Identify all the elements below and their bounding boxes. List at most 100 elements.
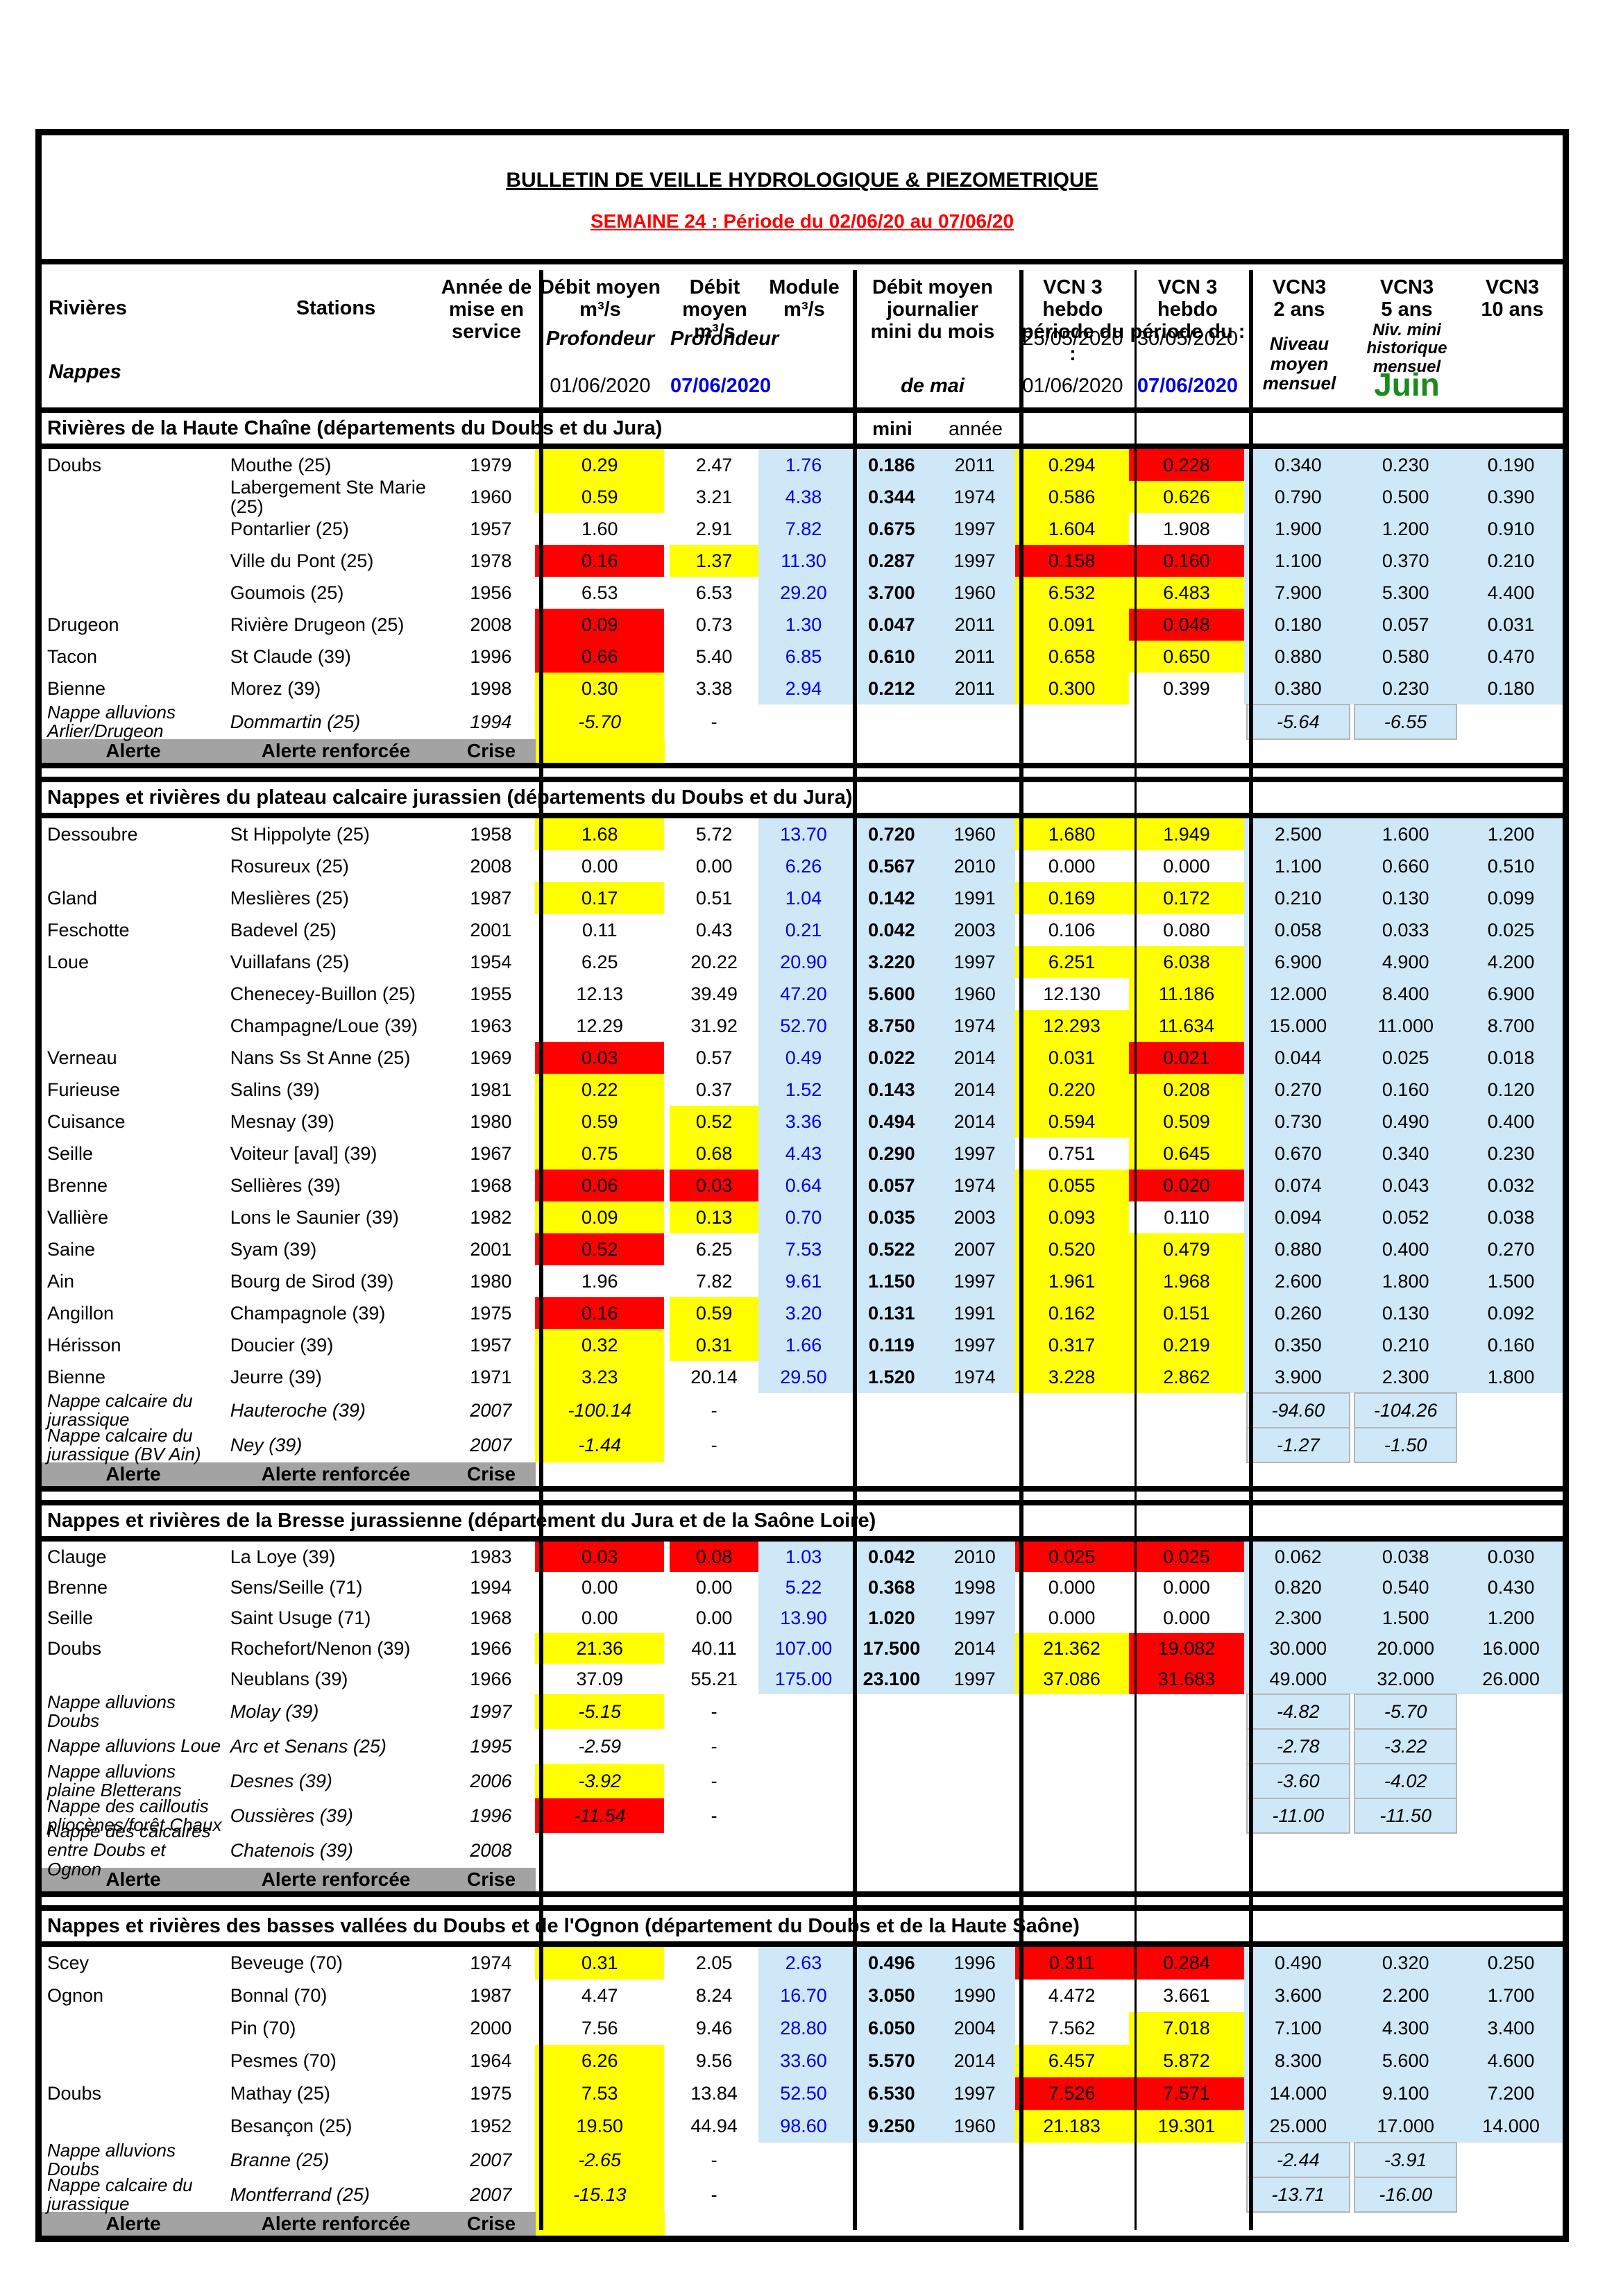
cell-profondeur-0706: - [711, 1805, 717, 1826]
cell-station: Mathay (25) [230, 2083, 330, 2104]
cell-annee-service: 1957 [470, 518, 512, 539]
cell-spacer [664, 882, 670, 914]
vertical-rule-module [853, 270, 857, 2230]
divider [42, 407, 1563, 413]
cell-station: St Claude (39) [230, 645, 351, 667]
cell-vcn3-5ans: 0.038 [1352, 1542, 1460, 1572]
cell-vcn3-10ans: 7.200 [1459, 2077, 1563, 2110]
cell-riviere: Brenne [47, 1174, 108, 1196]
cell-vcn3-5ans: 4.300 [1352, 2012, 1460, 2045]
header-vcn-hebdo-2-l1: VCN 3 hebdo [1157, 276, 1218, 321]
cell-annee-service: 1954 [470, 951, 512, 972]
cell-module: 2.94 [758, 673, 849, 704]
cell-spacer [664, 2077, 670, 2110]
legend-crise: Crise [466, 1868, 516, 1890]
cell-debit-0106: 0.11 [535, 914, 665, 946]
cell-debit-0106: 0.75 [535, 1138, 665, 1170]
niv-mini-box: -16.00 [1353, 2177, 1458, 2213]
cell-debit-0106: 0.29 [535, 449, 665, 481]
cell-vcn-0706-empty [1129, 1764, 1245, 1798]
cell-module: 6.26 [758, 850, 849, 882]
cell-vcn3-10ans: 0.400 [1459, 1106, 1563, 1138]
cell-module: 175.00 [758, 1664, 849, 1694]
cell-vcn3-10ans: 26.000 [1459, 1664, 1563, 1694]
cell-module-empty [758, 2177, 849, 2212]
cell-vcn-0106: 0.751 [1014, 1138, 1129, 1170]
cell-vcn-0106: 7.526 [1014, 2077, 1129, 2110]
legend-renforcee: Alerte renforcée [261, 1868, 411, 1890]
cell-vcn3-2ans: 1.100 [1244, 850, 1352, 882]
cell-annee-service: 1994 [470, 1576, 512, 1598]
header-vcn-hebdo-1-l2: période du : [1021, 320, 1125, 365]
cell-vcn-0706: 0.399 [1128, 673, 1245, 704]
table-row: Neublans (39) 1966 37.09 55.21 175.00 23.100 1… [42, 1664, 1563, 1694]
cell-vcn-0106: 37.086 [1014, 1664, 1129, 1694]
cell-mini-annee: 1998 [934, 1572, 1015, 1603]
cell-riviere: Gland [47, 887, 98, 909]
cell-annee-service: 2001 [470, 1238, 512, 1260]
cell-riviere: Seille [47, 1607, 94, 1628]
cell-vcn3-10ans: 0.430 [1459, 1572, 1563, 1603]
cell-vcn-0706: 19.301 [1128, 2110, 1245, 2143]
cell-debit-0706: 55.21 [670, 1664, 759, 1694]
cell-vcn3-10ans: 4.400 [1459, 577, 1563, 609]
cell-debit-0706: 0.00 [670, 1603, 759, 1633]
cell-station: Bonnal (70) [230, 1985, 328, 2007]
cell-debit-0706: 0.13 [670, 1201, 759, 1233]
cell-niv-mini-historique [1352, 1833, 1459, 1868]
cell-mini: 0.186 [848, 449, 935, 481]
niveau-moyen-box: -3.60 [1246, 1763, 1350, 1799]
cell-debit-0706: 1.37 [670, 545, 759, 577]
cell-debit-0106: 6.25 [535, 946, 665, 978]
cell-station: Sellières (39) [230, 1174, 341, 1196]
cell-debit-0706: 0.31 [670, 1329, 759, 1361]
divider [42, 1941, 1563, 1947]
cell-vcn-0706: 0.219 [1128, 1329, 1245, 1361]
legend-alerte: Alerte [105, 1868, 161, 1890]
cell-vcn3-10ans-empty [1459, 1694, 1563, 1729]
niv-mini-box: -5.70 [1353, 1694, 1458, 1730]
cell-module: 4.43 [758, 1138, 849, 1170]
cell-station: Pontarlier (25) [230, 518, 349, 539]
cell-vcn-0706-empty [1129, 1694, 1245, 1729]
cell-spacer [664, 2045, 670, 2077]
divider [42, 813, 1563, 818]
cell-module: 1.03 [758, 1542, 849, 1572]
cell-debit-0106: 6.53 [535, 577, 665, 609]
cell-annee-service: 1980 [470, 1111, 512, 1132]
legend-row: Alerte Alerte renforcée Crise [42, 2212, 1563, 2236]
cell-vcn3-10ans: 0.250 [1459, 1947, 1563, 1980]
table-row: Pin (70) 2000 7.56 9.46 28.80 6.050 2004 7.562 7… [42, 2012, 1563, 2045]
cell-debit-0106: 1.96 [535, 1265, 665, 1297]
cell-debit-0706: 13.84 [670, 2077, 759, 2110]
cell-vcn-0706: 0.048 [1128, 609, 1245, 641]
cell-debit-0706: 3.38 [670, 673, 759, 704]
cell-niveau-moyen [1244, 1833, 1352, 1868]
cell-mini: 5.600 [848, 978, 935, 1010]
table-row: Cuisance Mesnay (39) 1980 0.59 0.52 3.36 0.494… [42, 1106, 1563, 1138]
cell-station: Desnes (39) [230, 1770, 332, 1791]
cell-spacer [664, 1265, 670, 1297]
cell-module: 33.60 [758, 2045, 849, 2077]
cell-niv-mini-historique: -104.26 [1352, 1392, 1459, 1428]
cell-niv-mini-historique: -3.91 [1352, 2142, 1459, 2178]
cell-vcn3-10ans: 0.230 [1459, 1138, 1563, 1170]
table-row: Chenecey-Buillon (25) 1955 12.13 39.49 47.20… [42, 978, 1563, 1010]
cell-vcn3-5ans: 0.320 [1352, 1947, 1460, 1980]
cell-mini: 0.142 [848, 882, 935, 914]
cell-mini: 0.022 [848, 1042, 935, 1074]
cell-vcn3-5ans: 0.500 [1352, 481, 1460, 513]
cell-mini-annee: 1991 [934, 1297, 1015, 1329]
cell-profondeur-0706: - [711, 1434, 717, 1455]
cell-spacer [664, 1729, 670, 1764]
cell-station: Ney (39) [230, 1434, 303, 1455]
cell-vcn-0106-empty [1015, 2177, 1129, 2212]
cell-vcn-0106: 0.055 [1014, 1170, 1129, 1201]
cell-vcn3-10ans: 0.390 [1459, 481, 1563, 513]
cell-spacer [664, 1138, 670, 1170]
cell-riviere: Feschotte [47, 919, 130, 940]
cell-vcn-0106: 21.362 [1014, 1633, 1129, 1664]
cell-vcn3-10ans: 0.180 [1459, 673, 1563, 704]
cell-riviere: Nappe alluvions Arlier/Drugeon [47, 701, 176, 741]
table-row-nappe: Nappe des cailloutis pliocènes/forêt Cha… [42, 1796, 1563, 1834]
